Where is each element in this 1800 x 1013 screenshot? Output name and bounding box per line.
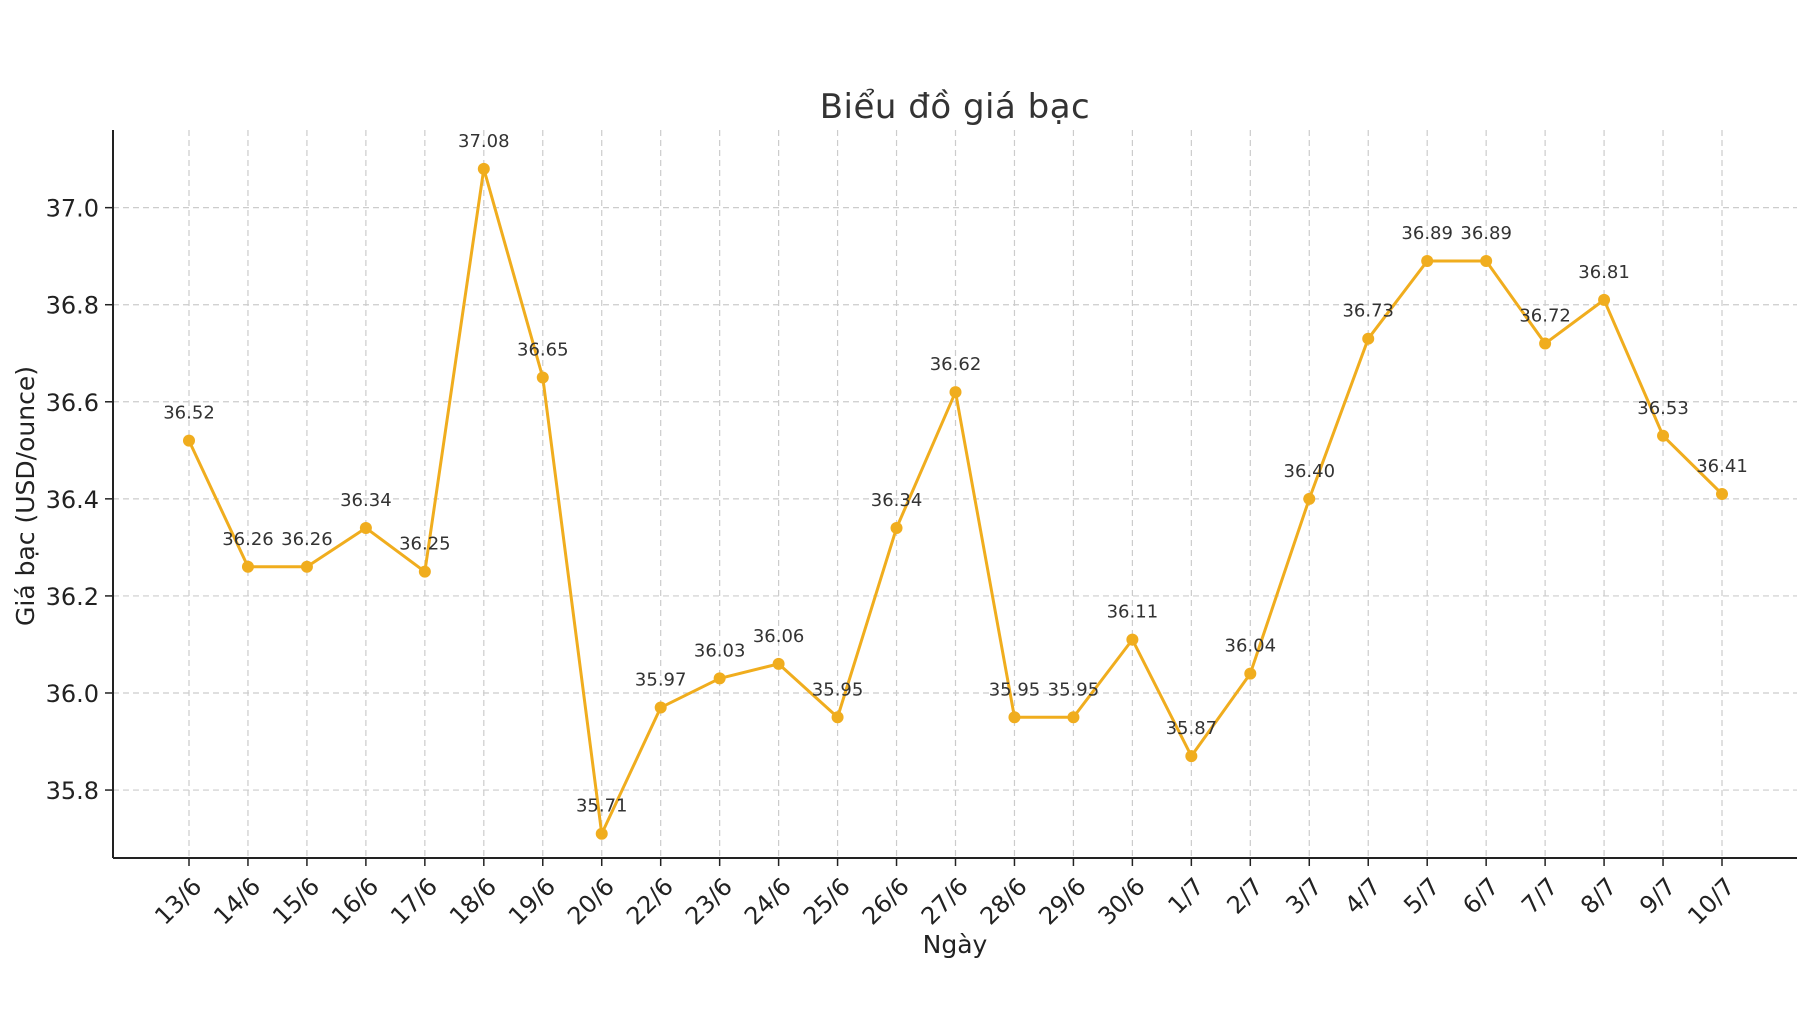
data-point (183, 434, 195, 447)
data-label: 35.95 (989, 679, 1041, 700)
y-tick-label: 36.4 (46, 486, 99, 514)
data-label: 36.89 (1460, 223, 1512, 244)
data-point (1303, 492, 1316, 505)
data-label: 36.26 (222, 529, 274, 550)
data-labels: 36.52 36.26 36.26 36.34 36.25 37.08 36.65 35.71… (163, 131, 1748, 817)
y-tick-label: 36.8 (46, 292, 99, 320)
y-axis-label: Giá bạc (USD/ounce) (11, 366, 40, 626)
data-point (595, 827, 608, 840)
data-point (1716, 488, 1728, 500)
x-tick-label: 10/7 (1682, 872, 1740, 930)
data-point (654, 701, 667, 714)
data-point (1421, 255, 1434, 268)
x-tick-label: 13/6 (149, 872, 207, 930)
series-silver-price (183, 162, 1728, 840)
x-tick-label: 30/6 (1093, 872, 1151, 930)
data-label: 36.81 (1578, 262, 1630, 283)
x-tick-label: 26/6 (857, 872, 915, 930)
data-label: 36.26 (281, 529, 333, 550)
data-point (1539, 337, 1552, 350)
data-point (536, 371, 549, 384)
data-label: 36.41 (1696, 456, 1748, 477)
data-point (1185, 750, 1198, 763)
data-label: 35.95 (812, 679, 864, 700)
y-tick-labels: 35.8 36.0 36.2 36.4 36.6 36.8 37.0 (46, 195, 99, 805)
data-label: 36.25 (399, 534, 451, 555)
x-tick-label: 27/6 (916, 872, 974, 930)
data-label: 36.34 (871, 490, 923, 511)
x-tick-label: 20/6 (562, 872, 620, 930)
x-tick-label: 29/6 (1034, 872, 1092, 930)
data-point (300, 560, 313, 573)
y-tick-label: 36.2 (46, 583, 99, 611)
x-tick-label: 14/6 (208, 872, 266, 930)
y-tick-label: 35.8 (46, 777, 99, 805)
x-tick-label: 16/6 (326, 872, 384, 930)
x-tick-label: 8/7 (1575, 872, 1622, 919)
chart-title: Biểu đồ giá bạc (820, 87, 1091, 127)
y-tick-label: 36.0 (46, 680, 99, 708)
y-tick-label: 37.0 (46, 195, 99, 223)
data-label: 36.40 (1284, 461, 1336, 482)
data-label: 36.89 (1401, 223, 1453, 244)
data-point (1480, 255, 1493, 268)
data-label: 36.65 (517, 340, 569, 361)
x-tick-label: 23/6 (680, 872, 738, 930)
data-point (949, 386, 962, 399)
data-label: 36.06 (753, 626, 805, 647)
data-point (1126, 633, 1139, 646)
x-tick-label: 5/7 (1398, 872, 1445, 919)
data-point (477, 162, 490, 175)
data-point (831, 711, 844, 724)
data-label: 36.52 (163, 403, 215, 424)
x-tick-label: 1/7 (1162, 872, 1209, 919)
data-label: 35.97 (635, 670, 687, 691)
x-tick-label: 15/6 (267, 872, 325, 930)
x-tick-label: 28/6 (975, 872, 1033, 930)
data-label: 35.87 (1166, 718, 1218, 739)
data-point (772, 657, 785, 670)
data-label: 37.08 (458, 131, 510, 152)
axes (105, 130, 1797, 866)
data-label: 36.11 (1107, 602, 1159, 623)
x-tick-label: 7/7 (1516, 872, 1563, 919)
data-label: 36.53 (1637, 398, 1689, 419)
data-point (1244, 667, 1257, 680)
data-point (418, 565, 431, 578)
x-axis-label: Ngày (923, 930, 988, 959)
y-tick-label: 36.6 (46, 389, 99, 417)
x-tick-label: 3/7 (1280, 872, 1327, 919)
data-point (1067, 711, 1080, 724)
x-tick-label: 6/7 (1457, 872, 1504, 919)
x-tick-label: 2/7 (1221, 872, 1268, 919)
x-tick-label: 19/6 (503, 872, 561, 930)
data-point (241, 560, 254, 573)
x-tick-label: 18/6 (444, 872, 502, 930)
x-tick-label: 9/7 (1634, 872, 1681, 919)
data-label: 36.04 (1225, 636, 1277, 657)
data-point (890, 521, 903, 534)
x-tick-label: 17/6 (385, 872, 443, 930)
data-point (713, 672, 726, 685)
data-label: 36.34 (340, 490, 392, 511)
data-point (1362, 332, 1375, 345)
data-point (1008, 711, 1021, 724)
data-label: 35.95 (1048, 679, 1100, 700)
x-tick-label: 4/7 (1339, 872, 1386, 919)
data-label: 36.62 (930, 354, 982, 375)
data-point (1657, 429, 1670, 442)
data-label: 36.72 (1519, 306, 1571, 327)
grid-lines (113, 130, 1797, 858)
x-tick-label: 22/6 (621, 872, 679, 930)
data-point (359, 521, 372, 534)
data-label: 36.03 (694, 640, 746, 661)
data-label: 36.73 (1342, 301, 1394, 322)
data-point (1598, 293, 1611, 306)
x-tick-labels: 13/6 14/6 15/6 16/6 17/6 18/6 19/6 20/6 22/6 23/6… (149, 872, 1740, 930)
x-tick-label: 24/6 (739, 872, 797, 930)
x-tick-label: 25/6 (798, 872, 856, 930)
data-label: 35.71 (576, 796, 628, 817)
